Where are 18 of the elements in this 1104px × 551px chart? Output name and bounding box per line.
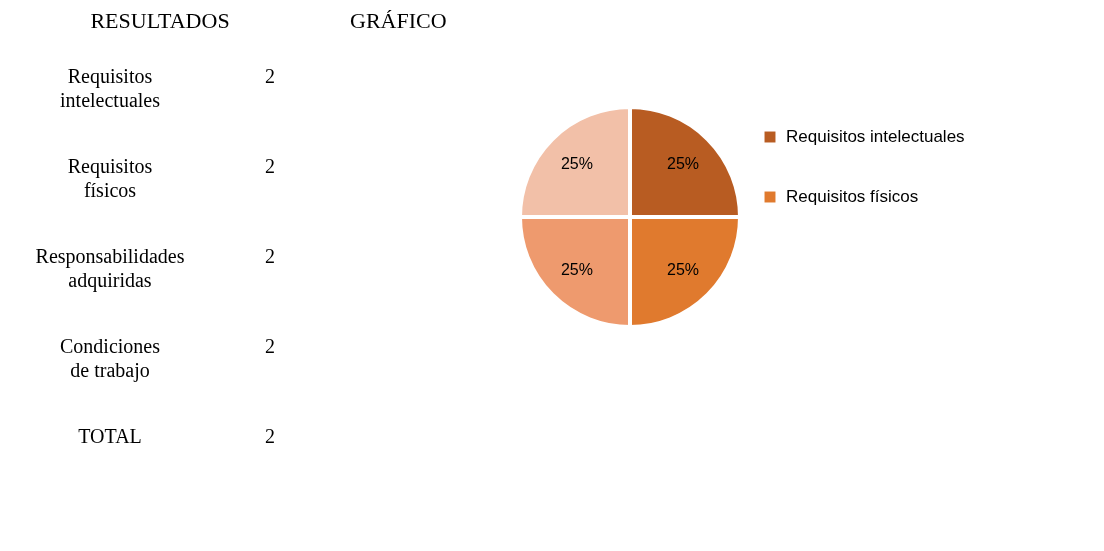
data-label: 25%: [560, 261, 593, 279]
text: RESULTADOS: [90, 8, 230, 33]
data-label: 25%: [667, 261, 700, 279]
text: 2: [265, 335, 275, 357]
text: 2: [265, 425, 275, 447]
data-label: 25%: [560, 154, 593, 172]
legend-label: Requisitos intelectuales: [786, 127, 965, 146]
text: 2: [265, 155, 275, 177]
text: Condiciones de trabajo: [60, 335, 161, 382]
text: TOTAL: [78, 425, 142, 447]
data-label: 25%: [667, 154, 700, 172]
legend-label: Requisitos físicos: [786, 187, 919, 206]
text: 2: [265, 65, 275, 87]
chart-title: GRÁFICO: [350, 8, 447, 33]
text: Responsabilidades adquiridas: [35, 245, 185, 292]
text: 2: [265, 245, 275, 267]
text: Requisitos físicos: [67, 155, 153, 201]
text: Requisitos intelectuales: [60, 65, 161, 111]
